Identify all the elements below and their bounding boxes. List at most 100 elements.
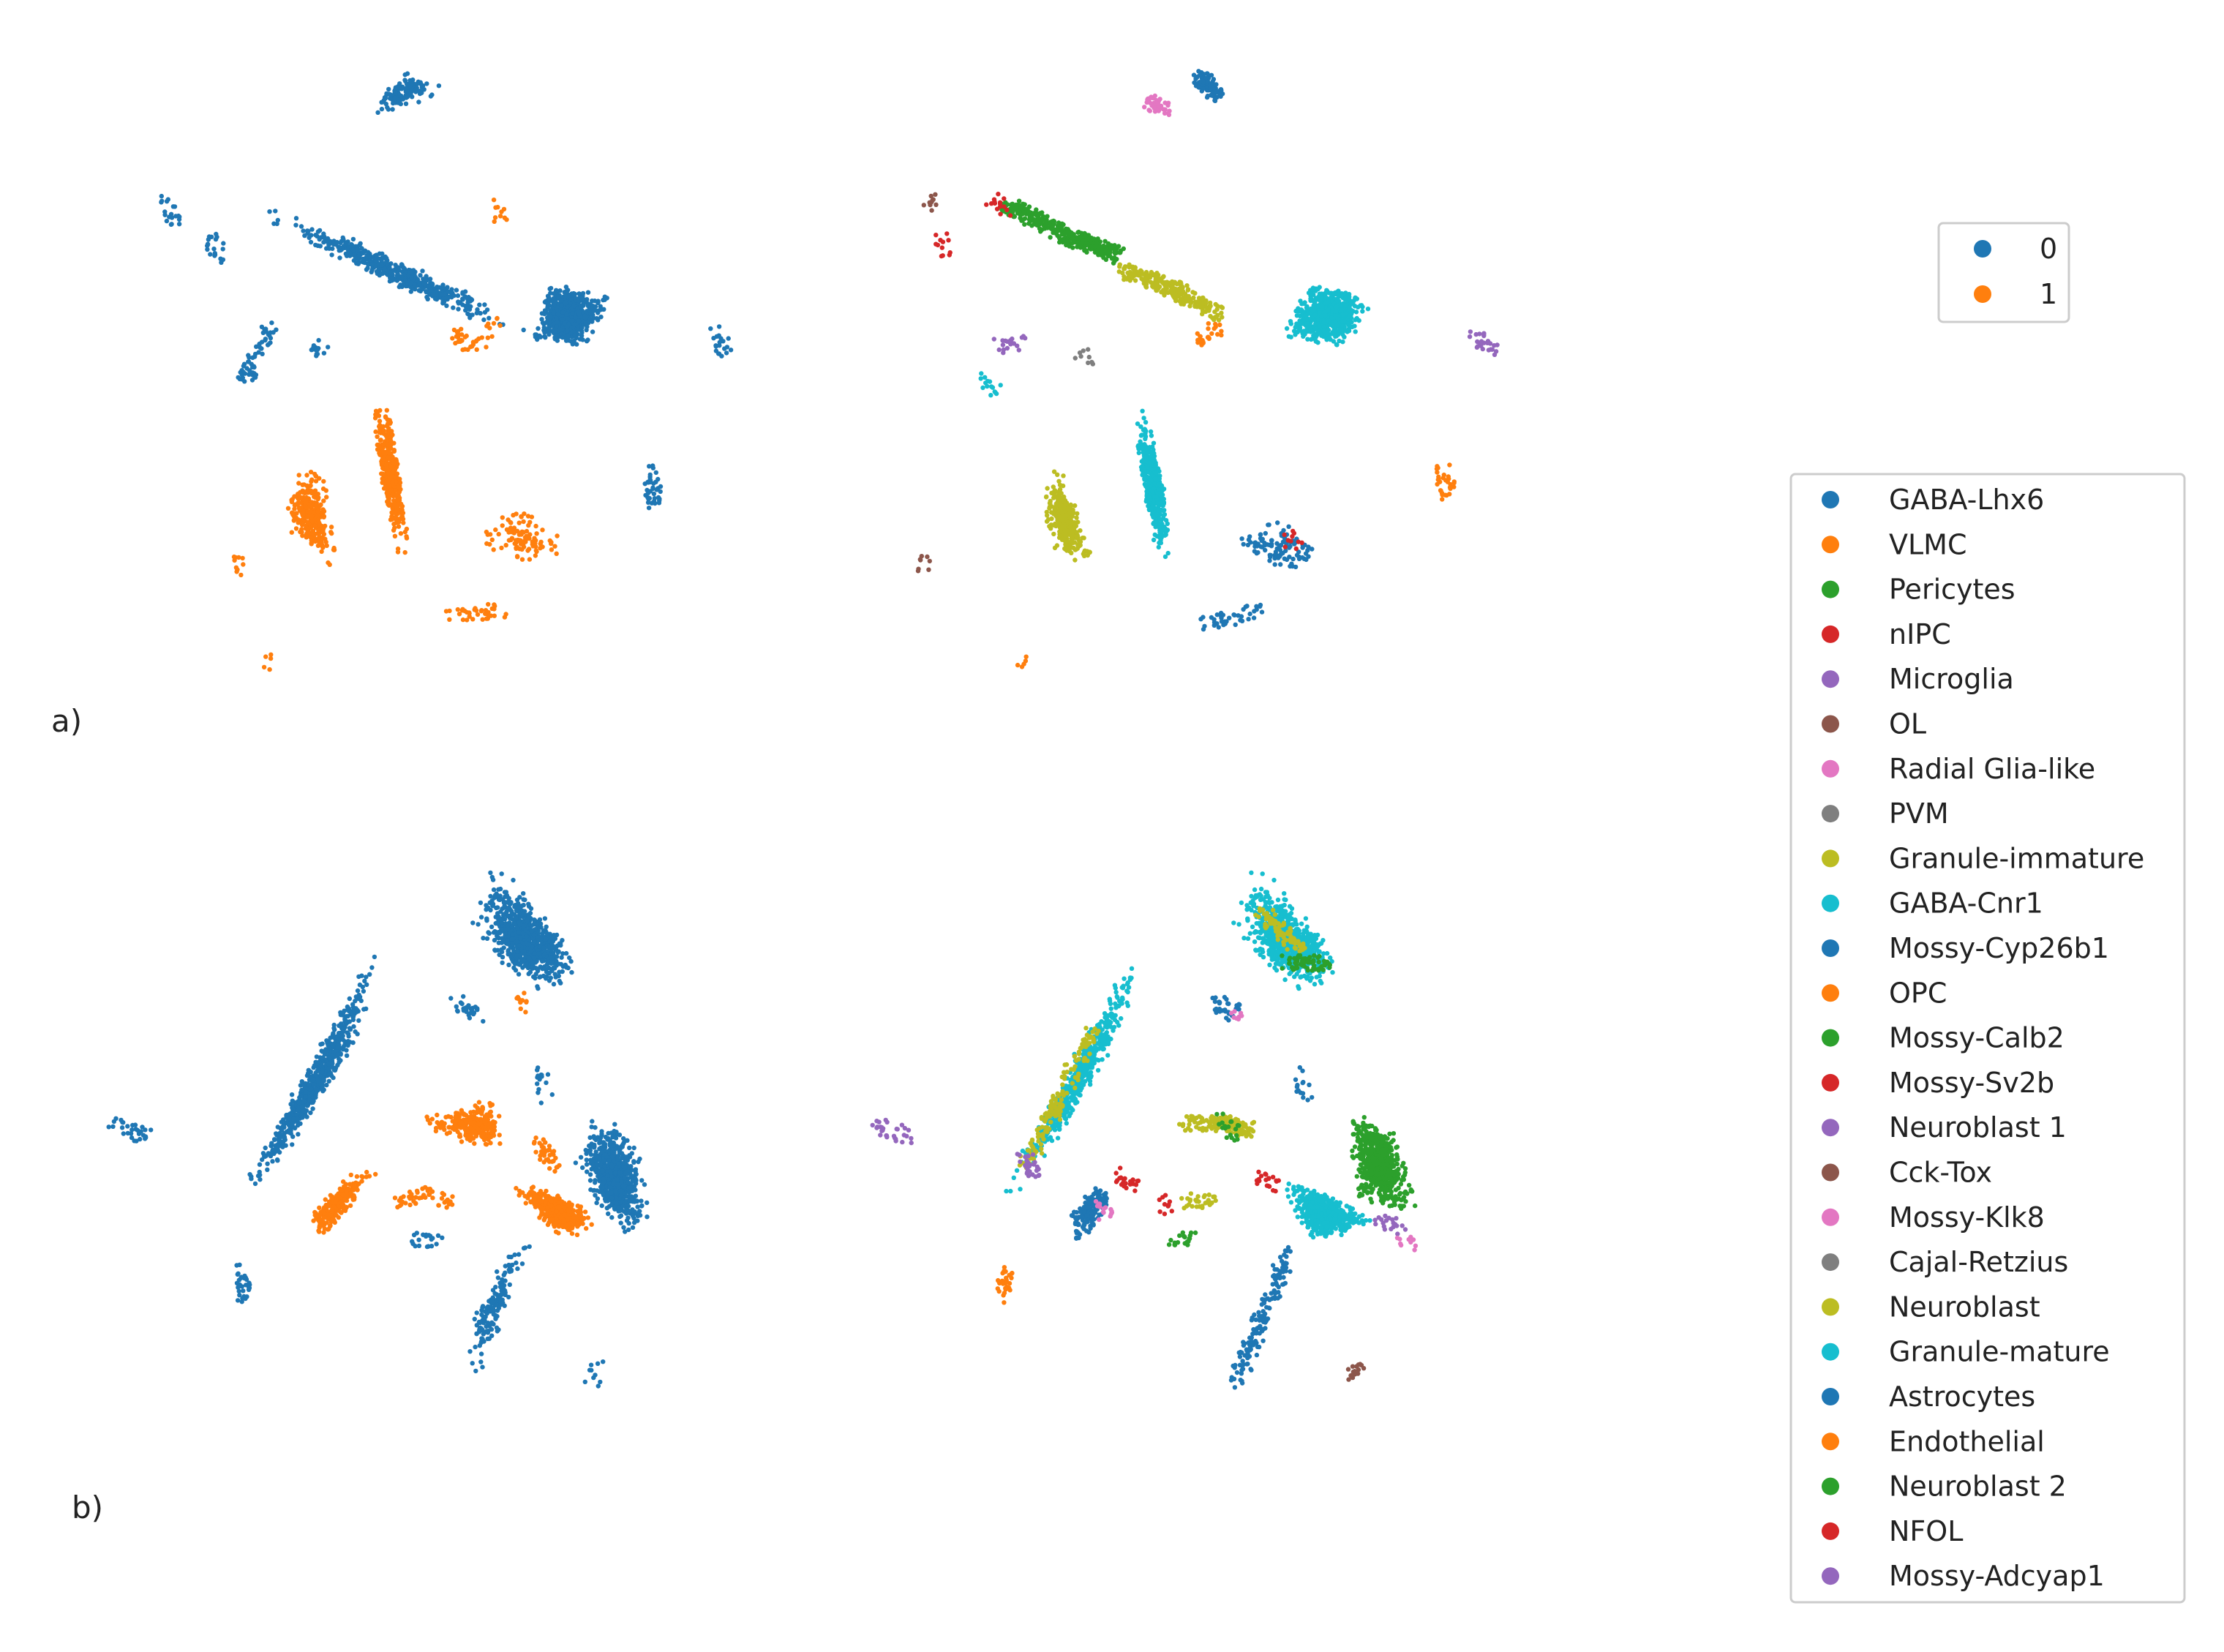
scatter-point: [477, 302, 482, 307]
cluster-mossy-cyp26b1: [1239, 520, 1315, 570]
scatter-point: [306, 229, 311, 234]
scatter-point: [320, 508, 326, 513]
scatter-point: [1141, 277, 1146, 282]
scatter-point: [1162, 529, 1168, 535]
scatter-point: [1435, 464, 1440, 469]
scatter-point: [1300, 545, 1305, 550]
scatter-point: [497, 214, 503, 219]
scatter-point: [1154, 494, 1160, 499]
scatter-point: [569, 318, 574, 323]
scatter-point: [540, 527, 545, 533]
scatter-point: [481, 317, 487, 323]
scatter-point: [647, 472, 653, 478]
scatter-point: [1281, 527, 1286, 533]
scatter-point: [451, 305, 456, 310]
scatter-point: [1089, 237, 1095, 242]
scatter-point: [1321, 328, 1327, 334]
scatter-point: [594, 316, 599, 321]
scatter-point: [657, 496, 662, 502]
scatter-point: [1206, 336, 1211, 342]
scatter-point: [1446, 474, 1451, 479]
scatter-point: [647, 464, 652, 469]
scatter-point: [388, 442, 394, 448]
scatter-point: [1343, 303, 1349, 308]
scatter-point: [1149, 433, 1154, 438]
scatter-point: [309, 519, 315, 524]
scatter-point: [576, 318, 582, 323]
scatter-point: [414, 85, 419, 91]
scatter-point: [1153, 519, 1158, 524]
scatter-point: [456, 301, 462, 306]
scatter-point: [1208, 314, 1213, 319]
scatter-point: [1317, 323, 1322, 329]
scatter-point: [1350, 309, 1356, 314]
scatter-point: [1326, 307, 1331, 312]
scatter-point: [388, 96, 394, 101]
scatter-point: [1477, 331, 1482, 337]
scatter-point: [209, 234, 214, 239]
scatter-point: [1048, 235, 1053, 240]
scatter-point: [1346, 291, 1352, 297]
scatter-point: [1245, 542, 1251, 548]
cluster-mossy-cyp26b1: [1198, 602, 1265, 632]
scatter-point: [307, 509, 312, 514]
scatter-point: [409, 86, 414, 91]
scatter-point: [399, 262, 405, 267]
scatter-point: [289, 530, 294, 535]
scatter-point: [261, 664, 267, 670]
scatter-point: [1480, 346, 1486, 352]
scatter-point: [1467, 334, 1473, 339]
scatter-point: [489, 606, 495, 612]
scatter-point: [489, 537, 495, 542]
scatter-point: [1353, 329, 1358, 334]
scatter-point: [220, 257, 226, 263]
scatter-point: [1158, 278, 1164, 283]
scatter-point: [1319, 291, 1324, 296]
scatter-point: [1158, 540, 1164, 546]
cluster-1: [285, 470, 337, 567]
scatter-point: [552, 544, 557, 549]
scatter-point: [1334, 292, 1340, 297]
scatter-point: [996, 192, 1001, 197]
scatter-point: [379, 263, 385, 268]
scatter-point: [1323, 313, 1328, 318]
scatter-point: [1277, 547, 1283, 552]
scatter-point: [562, 320, 567, 326]
scatter-point: [1015, 662, 1021, 668]
scatter-point: [1165, 550, 1171, 556]
scatter-point: [1161, 274, 1166, 279]
scatter-point: [525, 514, 531, 519]
scatter-point: [1475, 344, 1481, 349]
scatter-point: [1278, 562, 1283, 567]
scatter-point: [533, 332, 538, 337]
scatter-point: [485, 335, 490, 340]
scatter-point: [1001, 350, 1006, 356]
scatter-point: [444, 303, 449, 309]
scatter-point: [1132, 265, 1138, 270]
scatter-point: [570, 342, 575, 347]
scatter-point: [384, 441, 390, 447]
scatter-point: [392, 515, 397, 520]
scatter-point: [1196, 302, 1202, 308]
scatter-point: [1154, 288, 1160, 293]
cluster-ol: [921, 192, 939, 213]
scatter-point: [1056, 224, 1061, 229]
scatter-point: [460, 617, 466, 623]
scatter-point: [548, 285, 554, 291]
scatter-point: [1220, 612, 1226, 617]
scatter-point: [275, 217, 280, 223]
scatter-point: [394, 508, 399, 513]
scatter-point: [387, 483, 392, 489]
scatter-point: [296, 473, 301, 478]
scatter-point: [1187, 304, 1192, 309]
scatter-point: [579, 333, 585, 339]
scatter-point: [438, 292, 443, 297]
scatter-point: [1288, 334, 1293, 339]
scatter-point: [1062, 524, 1067, 529]
scatter-point: [1146, 495, 1152, 500]
scatter-point: [521, 519, 526, 525]
scatter-point: [1167, 108, 1172, 113]
scatter-point: [1310, 291, 1315, 296]
scatter-point: [493, 527, 498, 533]
scatter-point: [728, 348, 734, 353]
